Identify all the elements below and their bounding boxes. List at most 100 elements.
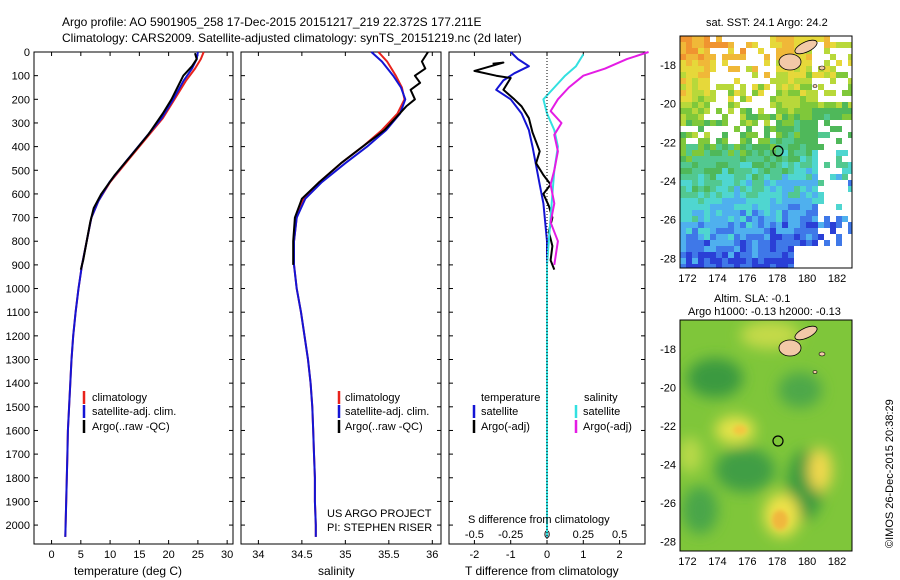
- sst-cell: [788, 72, 794, 78]
- sst-cell: [740, 96, 746, 102]
- sst-cell: [824, 36, 830, 42]
- y-tick-label: 1700: [6, 449, 30, 461]
- sst-cell: [848, 180, 852, 186]
- map-y-tick-label: -28: [660, 536, 676, 548]
- sst-cell: [806, 192, 812, 198]
- sst-cell: [752, 150, 758, 156]
- sst-cell: [782, 168, 788, 174]
- sst-cell: [776, 198, 782, 204]
- sst-cell: [746, 222, 752, 228]
- sst-cell: [806, 204, 812, 210]
- sst-cell: [746, 228, 752, 234]
- sst-cell: [776, 138, 782, 144]
- sst-cell: [800, 228, 806, 234]
- sst-cell: [698, 84, 704, 90]
- x-tick-label: 36: [426, 549, 438, 561]
- sst-cell: [722, 234, 728, 240]
- profile-curves: [64, 51, 649, 537]
- sst-cell: [794, 66, 800, 72]
- sst-cell: [800, 210, 806, 216]
- sst-cell: [770, 162, 776, 168]
- island-small: [812, 84, 818, 88]
- sst-cell: [752, 216, 758, 222]
- sst-cell: [686, 84, 692, 90]
- s-diff-tick-label: 0.5: [612, 529, 627, 541]
- sst-cell: [680, 246, 686, 252]
- sst-cell: [698, 120, 704, 126]
- sst-cell: [770, 102, 776, 108]
- x-tick-label: 0: [48, 549, 54, 561]
- island-small: [818, 351, 826, 357]
- series-line-argo--adj-: [549, 51, 649, 266]
- sst-cell: [740, 54, 746, 60]
- sst-cell: [806, 186, 812, 192]
- sst-cell: [812, 168, 818, 174]
- sst-cell: [692, 84, 698, 90]
- sst-cell: [824, 114, 830, 120]
- sst-cell: [794, 114, 800, 120]
- sst-cell: [764, 138, 770, 144]
- y-tick-label: 100: [12, 71, 30, 83]
- sst-cell: [824, 48, 830, 54]
- sst-cell: [788, 138, 794, 144]
- sst-cell: [794, 108, 800, 114]
- y-tick-label: 1900: [6, 496, 30, 508]
- sst-cell: [680, 96, 686, 102]
- sst-cell: [776, 150, 782, 156]
- sst-cell: [680, 138, 686, 144]
- sst-cell: [686, 264, 692, 268]
- y-tick-label: 600: [12, 189, 30, 201]
- sst-cell: [794, 240, 800, 246]
- island-viti-levu: [778, 53, 802, 71]
- sst-cell: [848, 222, 852, 228]
- sst-cell: [704, 204, 710, 210]
- sst-cell: [728, 162, 734, 168]
- sst-cell: [734, 228, 740, 234]
- sst-cell: [728, 216, 734, 222]
- sst-cell: [746, 162, 752, 168]
- sst-cell: [680, 258, 686, 264]
- sst-cell: [806, 54, 812, 60]
- sst-cell: [776, 54, 782, 60]
- sst-cell: [704, 240, 710, 246]
- sst-cell: [812, 228, 818, 234]
- sst-cell: [770, 246, 776, 252]
- sst-cell: [776, 246, 782, 252]
- sst-cell: [764, 54, 770, 60]
- sst-cell: [704, 162, 710, 168]
- sst-cell: [788, 228, 794, 234]
- sst-cell: [698, 54, 704, 60]
- sst-cell: [806, 168, 812, 174]
- sst-cell: [704, 228, 710, 234]
- sst-cell: [794, 180, 800, 186]
- sst-cell: [698, 222, 704, 228]
- sst-cell: [836, 114, 842, 120]
- sst-cell: [704, 54, 710, 60]
- map-x-tick-label: 174: [708, 556, 726, 568]
- sst-cell: [770, 36, 776, 42]
- legend-header-temperature: temperature: [481, 392, 540, 404]
- sst-cell: [830, 174, 836, 180]
- sst-cell: [680, 192, 686, 198]
- sst-cell: [698, 114, 704, 120]
- sst-cell: [716, 252, 722, 258]
- x-tick-label: 10: [104, 549, 116, 561]
- sst-cell: [830, 54, 836, 60]
- sst-cell: [788, 258, 794, 264]
- sst-cell: [722, 222, 728, 228]
- sst-cell: [722, 144, 728, 150]
- sst-cell: [782, 132, 788, 138]
- sst-cell: [782, 102, 788, 108]
- sla-blob-yellow: [808, 448, 832, 492]
- sst-cell: [830, 66, 836, 72]
- sst-cell: [764, 252, 770, 258]
- sst-cell: [764, 120, 770, 126]
- sst-cell: [710, 150, 716, 156]
- sst-cell: [728, 174, 734, 180]
- sst-cell: [728, 96, 734, 102]
- sst-cell: [734, 204, 740, 210]
- sla-map-frame: [679, 319, 853, 552]
- sst-cell: [680, 114, 686, 120]
- legend-label: Argo(-adj): [583, 421, 632, 433]
